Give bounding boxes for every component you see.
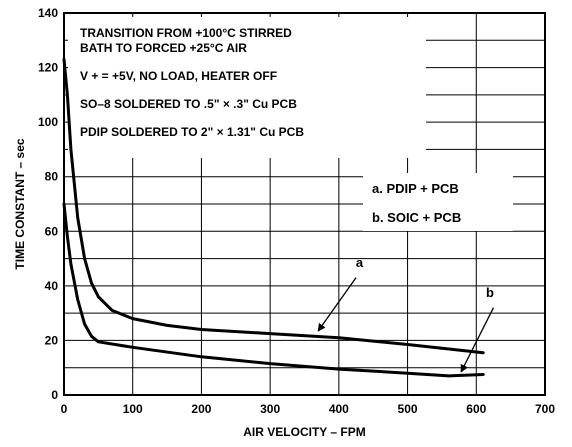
y-tick-label: 40 xyxy=(45,279,59,293)
x-tick-label: 600 xyxy=(466,402,486,416)
series-callout-arrow xyxy=(317,277,357,332)
x-tick-label: 0 xyxy=(61,402,68,416)
note-line: TRANSITION FROM +100°C STIRRED xyxy=(80,26,292,40)
series-callout-label: b xyxy=(486,285,494,300)
axis-ticks: 0 100 200 300 400 500 600 700 0 20 40 60 80 100 120 140 xyxy=(38,6,555,416)
legend: a. PDIP + PCB b. SOIC + PCB xyxy=(363,173,513,231)
series-line-a xyxy=(62,57,485,355)
note-line: PDIP SOLDERED TO 2" × 1.31" Cu PCB xyxy=(80,125,304,139)
series-line-b xyxy=(62,202,485,378)
y-tick-label: 140 xyxy=(38,6,58,20)
y-tick-label: 20 xyxy=(45,333,59,347)
y-axis-title: TIME CONSTANT – sec xyxy=(13,138,27,269)
x-tick-label: 400 xyxy=(329,402,349,416)
y-tick-label: 60 xyxy=(45,224,59,238)
series-callout-arrow xyxy=(460,307,495,373)
series xyxy=(62,57,485,378)
x-tick-label: 700 xyxy=(535,402,555,416)
y-tick-label: 80 xyxy=(45,170,59,184)
notes-background xyxy=(68,17,426,158)
note-line: V + = +5V, NO LOAD, HEATER OFF xyxy=(80,69,277,83)
series-callout-label: a xyxy=(356,255,364,270)
x-tick-label: 500 xyxy=(398,402,418,416)
y-tick-label: 100 xyxy=(38,115,58,129)
x-tick-label: 100 xyxy=(123,402,143,416)
series-callouts: ab xyxy=(317,255,495,373)
note-line: SO–8 SOLDERED TO .5" × .3" Cu PCB xyxy=(80,97,297,111)
legend-entry: a. PDIP + PCB xyxy=(372,181,459,196)
note-line: BATH TO FORCED +25°C AIR xyxy=(80,41,247,55)
x-tick-label: 200 xyxy=(191,402,211,416)
y-tick-label: 120 xyxy=(38,61,58,75)
x-tick-label: 300 xyxy=(260,402,280,416)
y-tick-label: 0 xyxy=(51,388,58,402)
legend-background xyxy=(363,173,513,231)
x-axis-title: AIR VELOCITY – FPM xyxy=(243,425,365,439)
legend-entry: b. SOIC + PCB xyxy=(372,210,461,225)
